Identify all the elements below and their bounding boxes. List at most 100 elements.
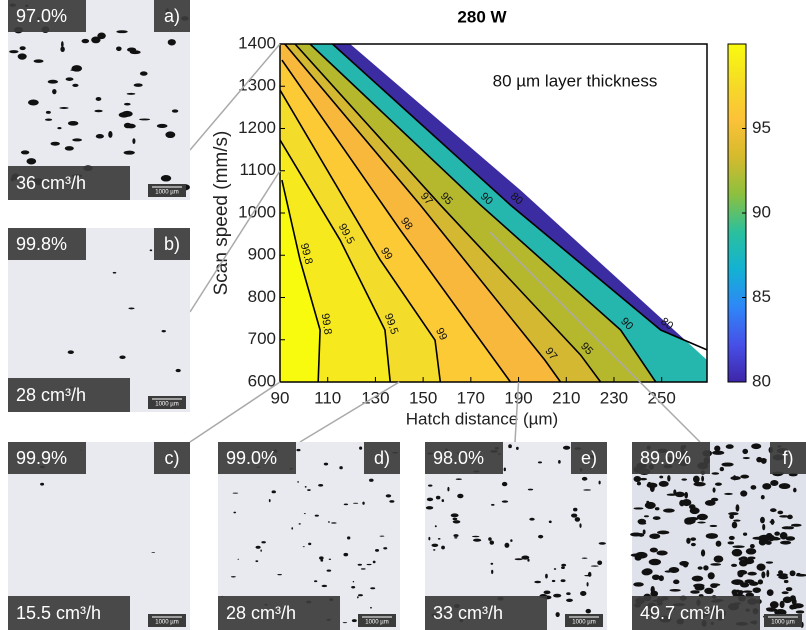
pore <box>357 596 359 599</box>
pore <box>689 504 696 510</box>
x-tick-label: 170 <box>457 388 485 407</box>
pore <box>457 493 464 499</box>
pore <box>581 476 588 481</box>
pore <box>728 512 739 516</box>
pore <box>649 533 661 539</box>
pore <box>362 501 365 505</box>
pore <box>770 508 777 513</box>
pore <box>751 443 762 450</box>
pore <box>749 581 759 586</box>
pore <box>715 540 722 547</box>
pore <box>684 491 689 499</box>
y-tick-label: 1300 <box>238 76 276 95</box>
pore <box>95 134 104 139</box>
x-tick-label: 230 <box>600 388 628 407</box>
pore <box>441 545 445 550</box>
contour-label: 98 <box>398 215 415 232</box>
pore <box>60 46 65 53</box>
density-box <box>425 442 503 474</box>
pore <box>139 118 151 121</box>
pore <box>642 529 646 535</box>
pore <box>319 556 324 560</box>
pore <box>450 513 459 518</box>
pore <box>501 481 508 487</box>
pore <box>652 516 661 520</box>
pore <box>711 472 720 475</box>
pore <box>789 570 796 577</box>
x-tick-label: 210 <box>552 388 580 407</box>
scale-label: 1000 µm <box>365 620 388 626</box>
pore <box>369 478 374 482</box>
pore <box>781 591 789 595</box>
pore <box>777 510 784 515</box>
micrograph: 99.8% b) 28 cm³/h 1000 µm <box>8 228 190 412</box>
pore <box>769 537 781 541</box>
contour-label: 99 <box>433 326 449 342</box>
pore <box>782 596 793 604</box>
pore <box>271 490 276 494</box>
pore <box>357 563 362 566</box>
pore <box>296 448 301 452</box>
pore <box>233 511 237 514</box>
pore <box>527 558 530 562</box>
pore <box>765 607 774 611</box>
pore <box>638 522 647 525</box>
pore <box>45 118 53 121</box>
pore <box>590 565 599 567</box>
pore <box>433 549 436 551</box>
y-axis-label: Scan speed (mm/s) <box>211 131 232 296</box>
pore <box>795 610 805 614</box>
colorbar-tick-label: 80 <box>752 371 771 390</box>
x-tick-label: 110 <box>314 388 341 407</box>
pore <box>679 499 685 507</box>
pore <box>759 458 767 462</box>
pore <box>651 574 660 581</box>
pore <box>67 120 79 126</box>
pore <box>774 531 780 536</box>
density-box <box>8 442 86 474</box>
pore <box>167 39 176 46</box>
pore <box>33 59 44 63</box>
pore <box>785 536 796 541</box>
panel-letter: d) <box>374 448 390 468</box>
pore <box>232 492 239 494</box>
pore <box>160 175 172 182</box>
pore <box>70 69 81 72</box>
pore <box>712 450 725 455</box>
pore <box>20 150 30 155</box>
pore <box>731 548 743 557</box>
pore <box>634 555 642 561</box>
pore <box>789 595 796 602</box>
scale-label: 1000 µm <box>155 620 178 626</box>
pore <box>501 500 509 503</box>
pore <box>580 590 587 596</box>
pore <box>684 517 696 525</box>
pore <box>633 582 644 587</box>
pore <box>133 83 143 87</box>
pore <box>91 36 101 44</box>
pore <box>508 444 512 449</box>
density-label: 99.0% <box>226 448 277 468</box>
pore <box>633 476 642 482</box>
pore <box>359 446 363 450</box>
pore <box>731 521 738 529</box>
pore <box>762 483 772 490</box>
rate-box <box>632 596 760 630</box>
pore <box>657 530 670 535</box>
pore <box>713 555 724 563</box>
pore <box>573 507 578 512</box>
pore <box>704 587 714 595</box>
panel-letter-box <box>154 228 190 260</box>
pore <box>739 559 748 567</box>
pore <box>786 526 795 530</box>
pore <box>579 523 582 528</box>
pore <box>297 481 300 483</box>
pore <box>452 520 461 524</box>
pore <box>490 562 494 565</box>
panel-letter: f) <box>783 448 794 468</box>
pore <box>277 574 282 576</box>
pore <box>778 483 791 490</box>
pore <box>126 92 136 95</box>
pore <box>762 523 766 531</box>
